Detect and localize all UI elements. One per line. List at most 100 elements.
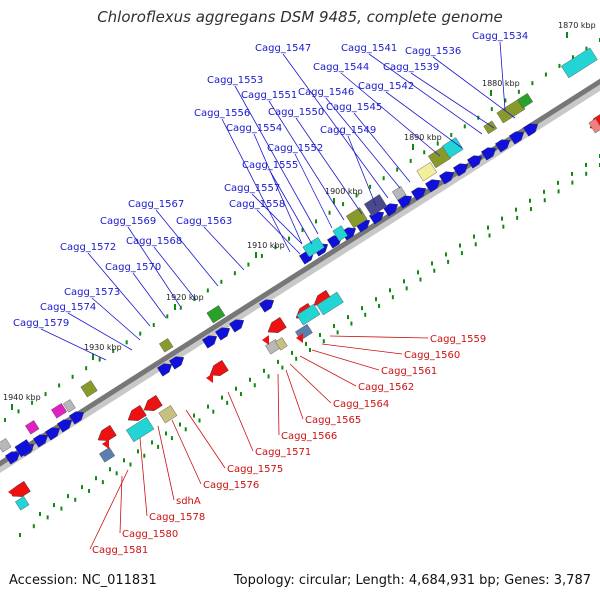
leader-line: [221, 118, 291, 253]
leader-line: [256, 209, 301, 255]
forward-gene-arrow: [481, 147, 497, 161]
scale-tick: [333, 198, 335, 204]
track-tick: [516, 215, 519, 220]
scale-tick: [490, 90, 492, 96]
leader-line: [277, 373, 280, 436]
scale-label-1900-kbp: 1900 kbp: [325, 187, 363, 196]
feature-box: [206, 305, 226, 324]
track-tick: [319, 333, 321, 337]
gene-label-cagg-1549: Cagg_1549: [320, 125, 376, 136]
feature-box: [80, 380, 98, 398]
forward-gene-arrow: [45, 427, 61, 441]
track-tick: [450, 133, 453, 137]
gene-label-cagg-1558: Cagg_1558: [229, 199, 285, 210]
feature-box: [0, 438, 12, 453]
track-tick: [151, 440, 153, 445]
track-tick: [369, 184, 372, 189]
gene-label-cagg-1572: Cagg_1572: [60, 242, 116, 253]
leader-line: [91, 297, 141, 341]
track-tick: [423, 150, 426, 155]
feature-box: [63, 399, 76, 413]
track-tick: [281, 365, 284, 370]
track-tick: [557, 180, 559, 185]
gene-label-cagg-1546: Cagg_1546: [298, 87, 354, 98]
scale-label-1930-kbp: 1930 kbp: [84, 343, 122, 352]
leader-line: [340, 72, 441, 157]
track-tick: [557, 189, 560, 194]
leader-line: [185, 409, 226, 469]
track-tick: [239, 392, 242, 397]
track-tick: [301, 228, 304, 232]
track-tick: [460, 251, 463, 256]
track-tick: [473, 234, 475, 239]
track-tick: [81, 485, 83, 490]
track-tick: [166, 314, 169, 319]
track-tick: [436, 141, 439, 146]
gene-label-cagg-1576: Cagg_1576: [203, 480, 259, 491]
track-tick: [71, 374, 74, 379]
forward-gene-arrow: [5, 451, 21, 465]
track-tick: [206, 288, 209, 293]
track-tick: [17, 409, 20, 414]
scale-tick: [255, 252, 257, 258]
scale-tick: [174, 304, 176, 310]
gene-label-cagg-1559: Cagg_1559: [430, 334, 486, 345]
gene-label-cagg-1575: Cagg_1575: [227, 464, 283, 475]
gene-label-cagg-1542: Cagg_1542: [358, 81, 414, 92]
leader-line: [139, 437, 148, 517]
track-tick: [391, 295, 394, 300]
leader-line: [289, 363, 332, 404]
track-tick: [529, 198, 531, 203]
leader-line: [368, 53, 483, 135]
leader-line: [119, 475, 123, 534]
leader-line: [89, 469, 129, 550]
gene-label-cagg-1581: Cagg_1581: [92, 545, 148, 556]
track-tick: [184, 427, 187, 432]
forward-gene-arrow: [169, 356, 185, 370]
track-tick: [179, 305, 182, 310]
leader-line: [227, 391, 254, 452]
track-tick: [67, 494, 69, 499]
gene-label-cagg-1556: Cagg_1556: [194, 108, 250, 119]
track-tick: [502, 224, 505, 229]
leader-line: [432, 56, 516, 119]
forward-gene-arrow: [202, 335, 218, 349]
gene-label-cagg-1569: Cagg_1569: [100, 216, 156, 227]
forward-gene-arrow: [453, 163, 469, 177]
feature-box: [99, 447, 116, 463]
leader-line: [253, 133, 303, 245]
track-tick: [291, 350, 293, 355]
track-tick: [226, 400, 229, 405]
track-tick: [260, 253, 263, 258]
track-tick: [322, 339, 325, 344]
track-tick: [88, 488, 91, 493]
track-tick: [74, 497, 77, 502]
forward-gene-arrow: [383, 203, 399, 217]
track-tick: [396, 167, 399, 172]
track-tick: [585, 46, 588, 51]
gene-label-cagg-1547: Cagg_1547: [255, 43, 311, 54]
feature-box: [302, 236, 325, 258]
track-tick: [143, 453, 146, 458]
track-tick: [419, 277, 422, 282]
leader-line: [347, 135, 377, 207]
forward-gene-arrow: [467, 155, 483, 169]
track-tick: [361, 306, 363, 311]
gene-label-cagg-1571: Cagg_1571: [255, 447, 311, 458]
track-tick: [267, 374, 270, 379]
track-tick: [115, 471, 118, 476]
gene-label-cagg-1553: Cagg_1553: [207, 75, 263, 86]
track-tick: [220, 279, 223, 284]
gene-label-cagg-1573: Cagg_1573: [64, 287, 120, 298]
reverse-gene-arrow: [97, 424, 117, 441]
track-tick: [85, 366, 88, 371]
leader-line: [234, 85, 319, 235]
track-tick: [53, 503, 55, 508]
gene-label-cagg-1563: Cagg_1563: [176, 216, 232, 227]
leader-line: [294, 153, 333, 229]
track-tick: [109, 467, 111, 472]
feature-box: [416, 162, 437, 182]
feature-box: [15, 496, 30, 511]
track-tick: [315, 219, 318, 224]
track-tick: [342, 202, 345, 207]
